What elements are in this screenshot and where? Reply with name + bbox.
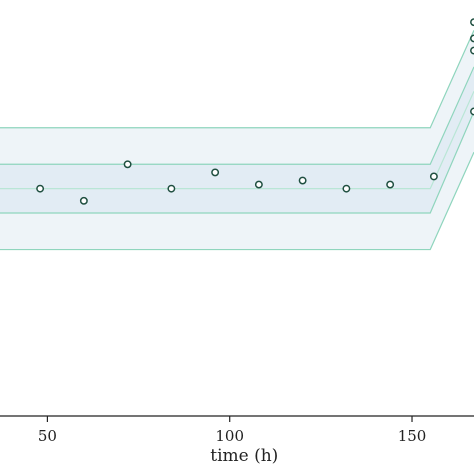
outer-band-area (0, 30, 474, 250)
x-axis-ticks: 50 100 150 (38, 416, 426, 445)
prediction-bands (0, 30, 474, 251)
observed-point (79, 196, 88, 205)
observed-point (429, 172, 438, 181)
observed-point (254, 180, 263, 189)
observed-point (123, 160, 132, 169)
observed-point (167, 184, 176, 193)
observed-point (386, 180, 395, 189)
observed-point (342, 184, 351, 193)
median-line (0, 90, 474, 190)
inner-band-area (0, 66, 474, 213)
x-tick-label: 150 (398, 427, 427, 445)
observed-point (211, 168, 220, 177)
x-tick-label: 50 (38, 427, 57, 445)
observed-point (36, 184, 45, 193)
observed-points (36, 18, 474, 205)
inner-band-upper-line (0, 66, 474, 165)
observed-point (298, 176, 307, 185)
outer-band-upper-line (0, 30, 474, 129)
inner-band-lower-line (0, 111, 474, 214)
x-tick-label: 100 (215, 427, 244, 445)
x-axis-label: time (h) (210, 446, 278, 466)
outer-band-lower-line (0, 151, 474, 251)
